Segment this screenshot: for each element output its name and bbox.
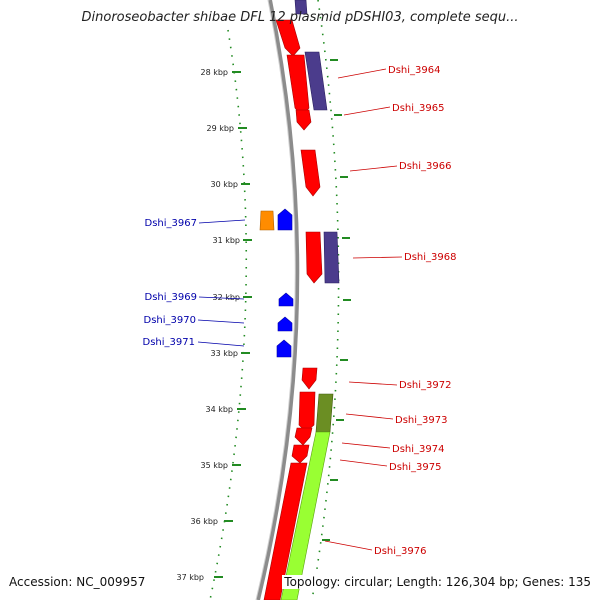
purple-feature-3968[interactable] <box>323 231 340 284</box>
outer-tick-marks <box>322 59 351 541</box>
gene-dshi-3966[interactable] <box>300 149 321 197</box>
gene-label-dshi-3975[interactable]: Dshi_3975 <box>389 462 441 473</box>
kbp-label-31: 31 kbp <box>212 236 240 245</box>
gene-dshi-3965[interactable] <box>295 109 312 131</box>
gene-dshi-3974[interactable] <box>294 427 313 446</box>
gene-dshi-3976[interactable] <box>263 462 308 600</box>
gene-dshi-3973[interactable] <box>298 391 316 433</box>
gene-label-dshi-3964[interactable]: Dshi_3964 <box>388 65 440 76</box>
gene-label-dshi-3970[interactable]: Dshi_3970 <box>144 315 196 326</box>
gene-top[interactable] <box>275 19 301 57</box>
topology-label: Topology: circular; Length: 126,304 bp; … <box>282 575 591 589</box>
gene-label-dshi-3971[interactable]: Dshi_3971 <box>143 337 195 348</box>
gene-label-dshi-3969[interactable]: Dshi_3969 <box>145 292 197 303</box>
inner-tick-ring <box>209 29 248 600</box>
gene-dshi-3971[interactable] <box>276 339 292 358</box>
forward-genes <box>263 19 323 600</box>
plasmid-backbone <box>256 0 300 600</box>
kbp-tick-marks <box>214 71 252 578</box>
kbp-label-29: 29 kbp <box>206 124 234 133</box>
orange-feature-3967[interactable] <box>259 210 275 231</box>
gene-dshi-3964[interactable] <box>286 54 310 117</box>
gene-label-dshi-3965[interactable]: Dshi_3965 <box>392 103 444 114</box>
olive-feature[interactable] <box>315 393 334 433</box>
purple-feature-top[interactable] <box>294 0 308 15</box>
kbp-label-36: 36 kbp <box>190 517 218 526</box>
gene-label-dshi-3974[interactable]: Dshi_3974 <box>392 444 444 455</box>
gene-dshi-3967[interactable] <box>277 208 293 231</box>
purple-features <box>294 0 340 284</box>
accession-label: Accession: NC_009957 <box>9 575 146 589</box>
kbp-label-34: 34 kbp <box>205 405 233 414</box>
purple-feature-3964[interactable] <box>304 51 328 111</box>
map-title: Dinoroseobacter shibae DFL 12 plasmid pD… <box>81 10 519 25</box>
kbp-label-37: 37 kbp <box>176 573 204 582</box>
kbp-label-33: 33 kbp <box>210 349 238 358</box>
gene-label-dshi-3967[interactable]: Dshi_3967 <box>145 218 197 229</box>
left-leader-lines <box>197 219 246 347</box>
kbp-label-30: 30 kbp <box>210 180 238 189</box>
kbp-label-28: 28 kbp <box>200 68 228 77</box>
reverse-genes <box>276 208 294 358</box>
kbp-label-32: 32 kbp <box>212 293 240 302</box>
plasmid-backbone-highlight <box>255 0 296 600</box>
gene-dshi-3975[interactable] <box>291 444 310 464</box>
gene-label-dshi-3972[interactable]: Dshi_3972 <box>399 380 451 391</box>
gene-dshi-3972[interactable] <box>301 367 318 390</box>
green-feature[interactable] <box>280 431 331 600</box>
gene-dshi-3970[interactable] <box>277 316 293 332</box>
right-leader-lines <box>324 68 403 551</box>
gene-label-dshi-3968[interactable]: Dshi_3968 <box>404 252 456 263</box>
gene-label-dshi-3973[interactable]: Dshi_3973 <box>395 415 447 426</box>
gene-label-dshi-3976[interactable]: Dshi_3976 <box>374 546 426 557</box>
gene-label-dshi-3966[interactable]: Dshi_3966 <box>399 161 451 172</box>
gene-dshi-3968[interactable] <box>305 231 323 284</box>
gene-dshi-3969[interactable] <box>278 292 294 307</box>
kbp-label-35: 35 kbp <box>200 461 228 470</box>
